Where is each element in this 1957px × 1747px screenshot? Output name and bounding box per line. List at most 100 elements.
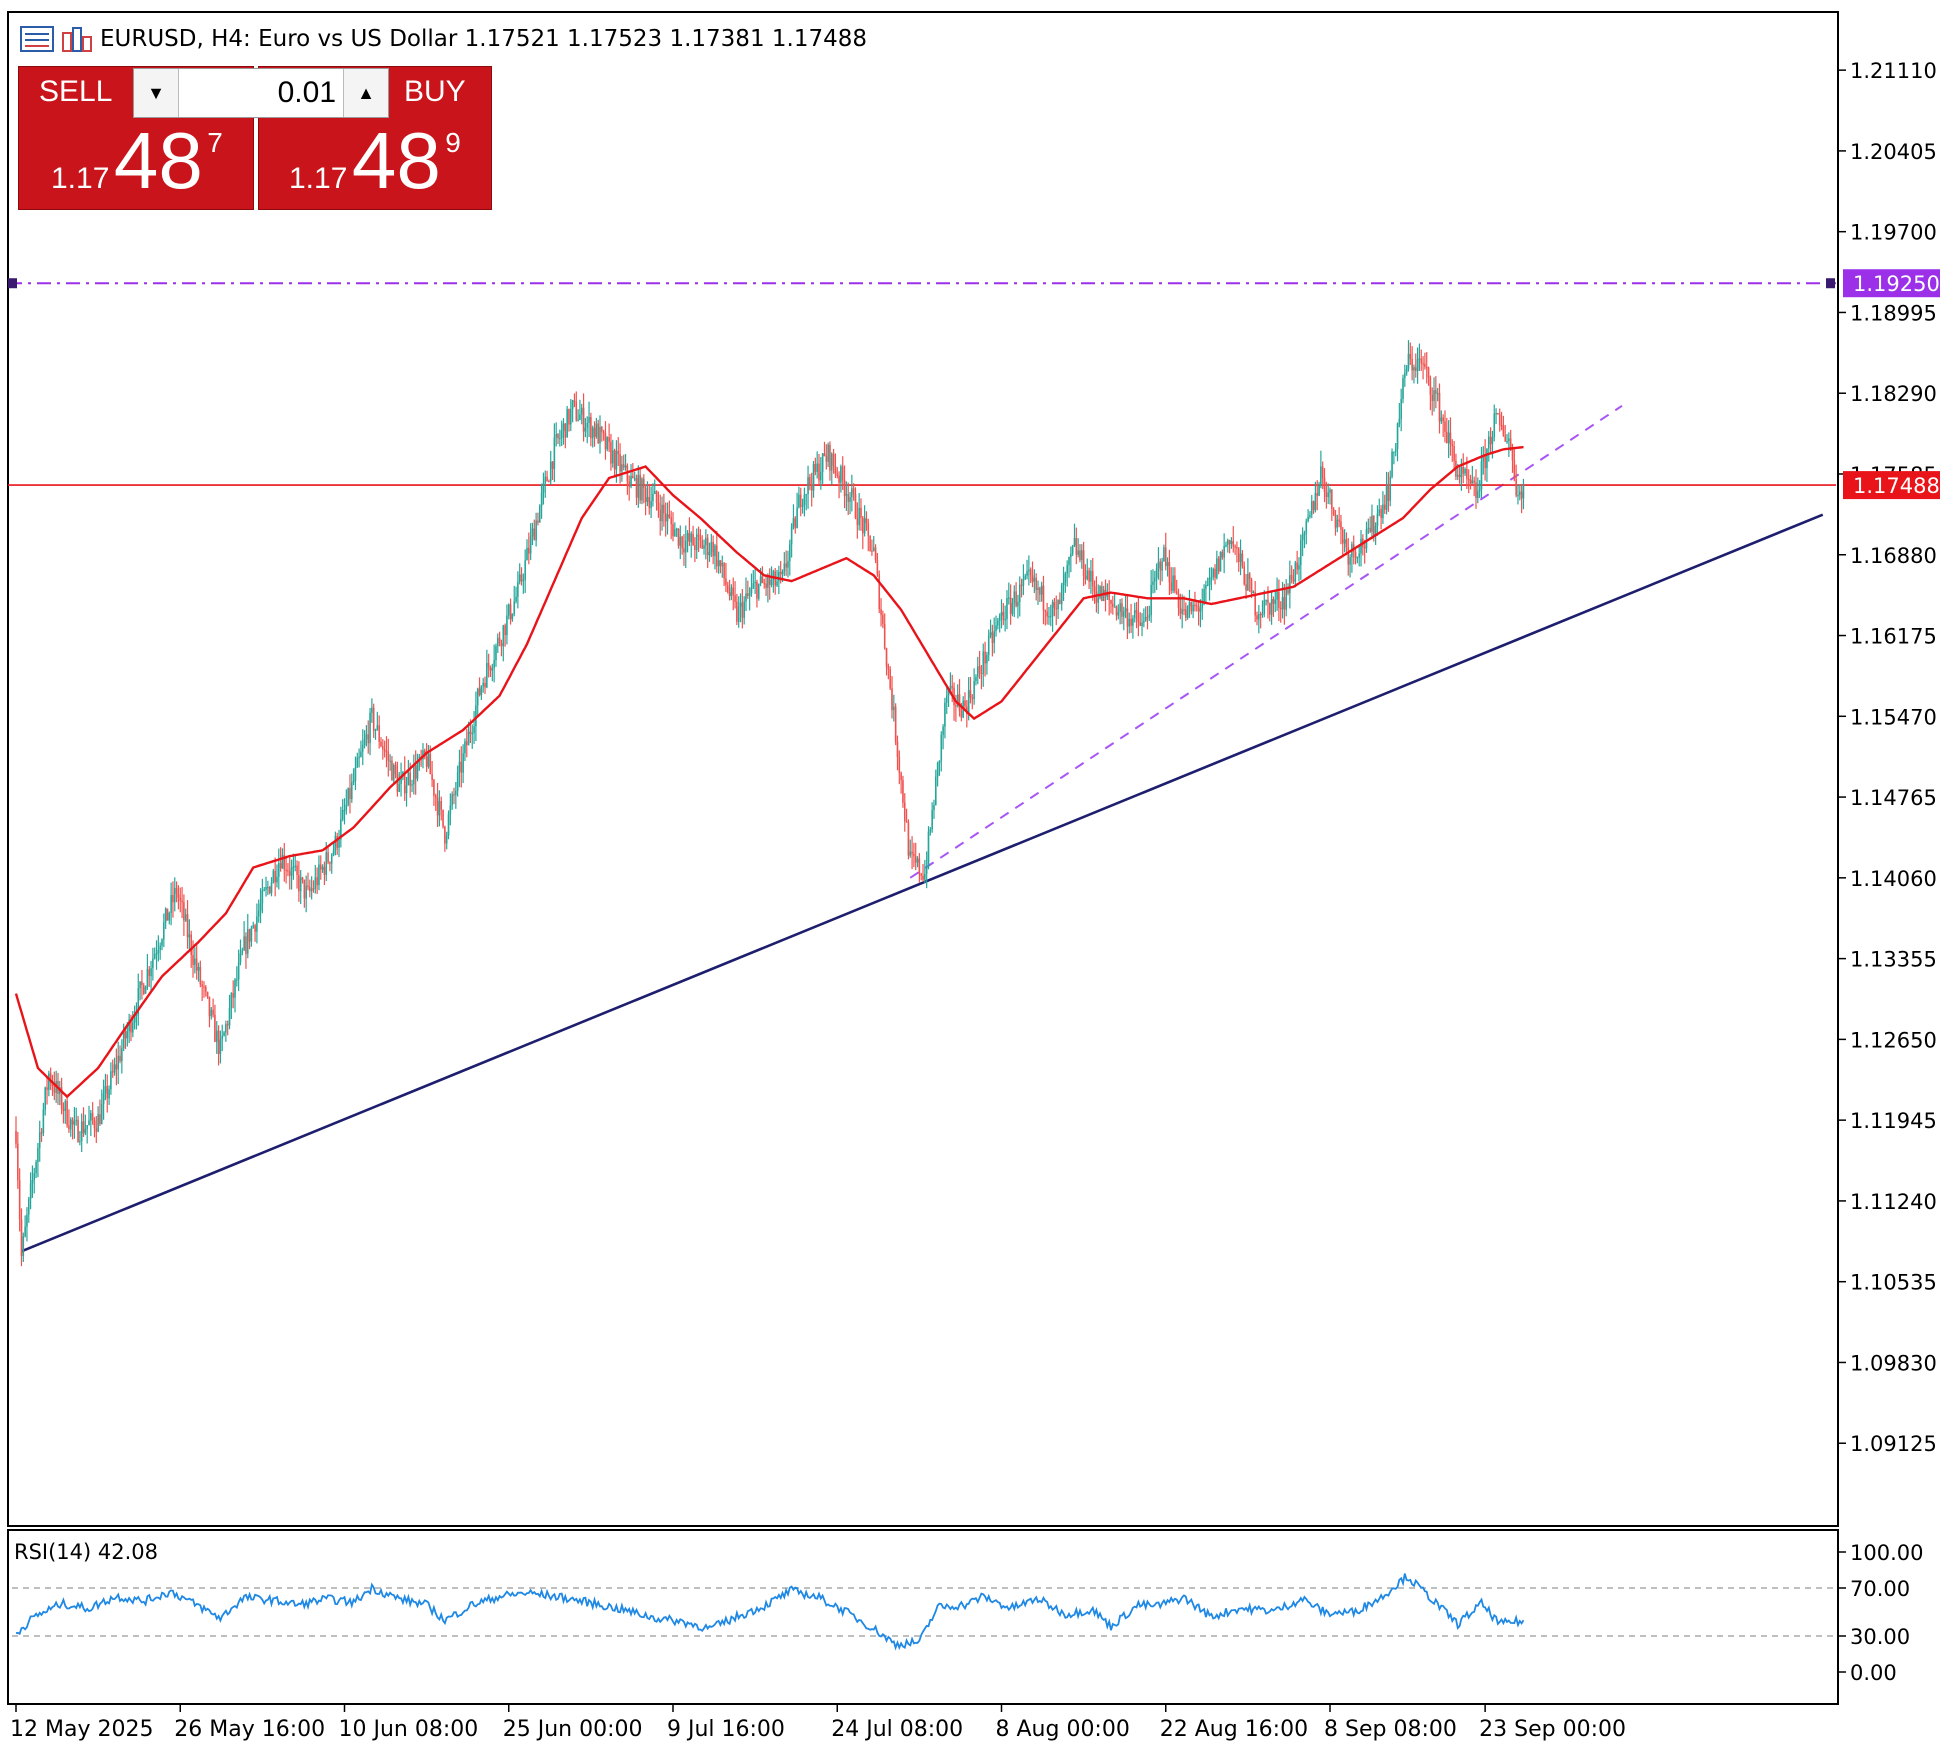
candle-body	[772, 571, 775, 580]
candle-body	[699, 536, 702, 541]
candle-body	[1292, 579, 1295, 582]
candle-body	[520, 574, 523, 582]
candle-body	[1152, 581, 1154, 585]
lot-increase-icon[interactable]: ▲	[343, 69, 388, 117]
candle-body	[1181, 609, 1183, 614]
candle-body	[1376, 513, 1379, 526]
price-tick-label: 1.10535	[1850, 1271, 1937, 1295]
candle-body	[1307, 516, 1309, 522]
candle-body	[515, 596, 517, 602]
lot-decrease-icon[interactable]: ▼	[134, 69, 179, 117]
lot-size-input[interactable]: 0.01	[277, 76, 336, 109]
price-tick-label: 1.19700	[1850, 221, 1937, 245]
candle-body	[840, 466, 842, 483]
candle-body	[1367, 527, 1370, 530]
candle-body	[1002, 611, 1005, 621]
candle-body	[186, 914, 189, 938]
candle-body	[997, 620, 999, 626]
candle-body	[1274, 599, 1277, 604]
candle-body	[1334, 514, 1337, 528]
candle-body	[549, 461, 552, 482]
candle-body	[1194, 604, 1196, 606]
candle-body	[329, 862, 331, 864]
candle-body	[843, 480, 846, 496]
candle-body	[1365, 529, 1368, 549]
candle-body	[1049, 615, 1052, 618]
candle-body	[1469, 479, 1472, 484]
candle-body	[478, 688, 481, 696]
time-tick-label: 22 Aug 16:00	[1160, 1717, 1308, 1742]
candle-body	[621, 464, 623, 472]
candle-body	[259, 903, 262, 911]
candle-body	[283, 855, 286, 870]
candle-body	[973, 680, 975, 700]
candle-body	[451, 794, 453, 806]
candle-body	[513, 601, 516, 614]
candle-body	[236, 979, 238, 981]
chart-list-icon[interactable]	[20, 25, 54, 53]
candle-body	[392, 764, 395, 781]
candle-body	[783, 563, 786, 572]
candle-body	[1336, 519, 1339, 528]
candle-body	[1508, 438, 1510, 442]
price-axis[interactable]: 1.211101.204051.197001.189951.182901.175…	[1838, 59, 1937, 1456]
candle-body	[1161, 561, 1163, 571]
candle-body	[582, 407, 585, 432]
candle-body	[214, 1014, 216, 1042]
time-axis[interactable]: 12 May 2025 26 May 16:00 10 Jun 08:00 25 Ju…	[10, 1704, 1626, 1742]
buy-button[interactable]: BUY 1.17 48 9	[258, 66, 492, 210]
candle-body	[1046, 611, 1048, 617]
candle-body	[486, 662, 488, 688]
candle-body	[889, 669, 891, 689]
candle-body	[411, 784, 413, 786]
candle-body	[736, 601, 738, 622]
candle-body	[810, 484, 813, 491]
candle-body	[706, 537, 709, 556]
candle-body	[862, 517, 864, 534]
candle-body	[1360, 538, 1362, 554]
candle-body	[256, 916, 258, 932]
candle-body	[1053, 602, 1056, 608]
candle-body	[1108, 594, 1110, 601]
candle-body	[922, 875, 924, 880]
candle-body	[571, 400, 574, 409]
candle-body	[1020, 584, 1023, 586]
candle-body	[261, 890, 264, 904]
candle-body	[122, 1031, 125, 1049]
candle-body	[1394, 448, 1397, 452]
candle-body	[272, 870, 275, 883]
candle-body	[641, 478, 643, 501]
horizontal-lines[interactable]	[8, 278, 1836, 486]
candle-body	[391, 760, 393, 781]
candle-body	[648, 497, 651, 508]
candle-body	[38, 1132, 41, 1148]
candle-body	[398, 784, 401, 792]
candle-body	[352, 780, 355, 783]
sell-price: 1.17 48 7	[51, 121, 223, 201]
candle-body	[526, 547, 528, 561]
candle-body	[602, 431, 605, 434]
candle-body	[427, 753, 430, 767]
candle-body	[1477, 491, 1479, 498]
candle-body	[405, 785, 408, 794]
lot-size-stepper[interactable]: ▼ 0.01 ▲	[133, 68, 389, 118]
time-tick-label: 8 Aug 00:00	[996, 1717, 1130, 1742]
candle-body	[635, 478, 638, 498]
candle-body	[1157, 561, 1160, 569]
candle-body	[1493, 413, 1496, 438]
candle-body	[1163, 547, 1165, 562]
candle-body	[172, 895, 174, 903]
candle-body	[1314, 493, 1317, 511]
price-tick-label: 1.16175	[1850, 625, 1937, 649]
candle-body	[798, 494, 800, 508]
bar-chart-icon[interactable]	[60, 25, 94, 53]
candle-body	[1168, 562, 1171, 583]
candle-body	[624, 465, 627, 468]
candle-body	[380, 741, 382, 747]
candle-body	[1301, 534, 1304, 541]
candle-body	[146, 969, 149, 987]
candle-body	[1011, 603, 1014, 614]
candle-body	[947, 689, 950, 696]
candle-body	[1079, 550, 1081, 560]
